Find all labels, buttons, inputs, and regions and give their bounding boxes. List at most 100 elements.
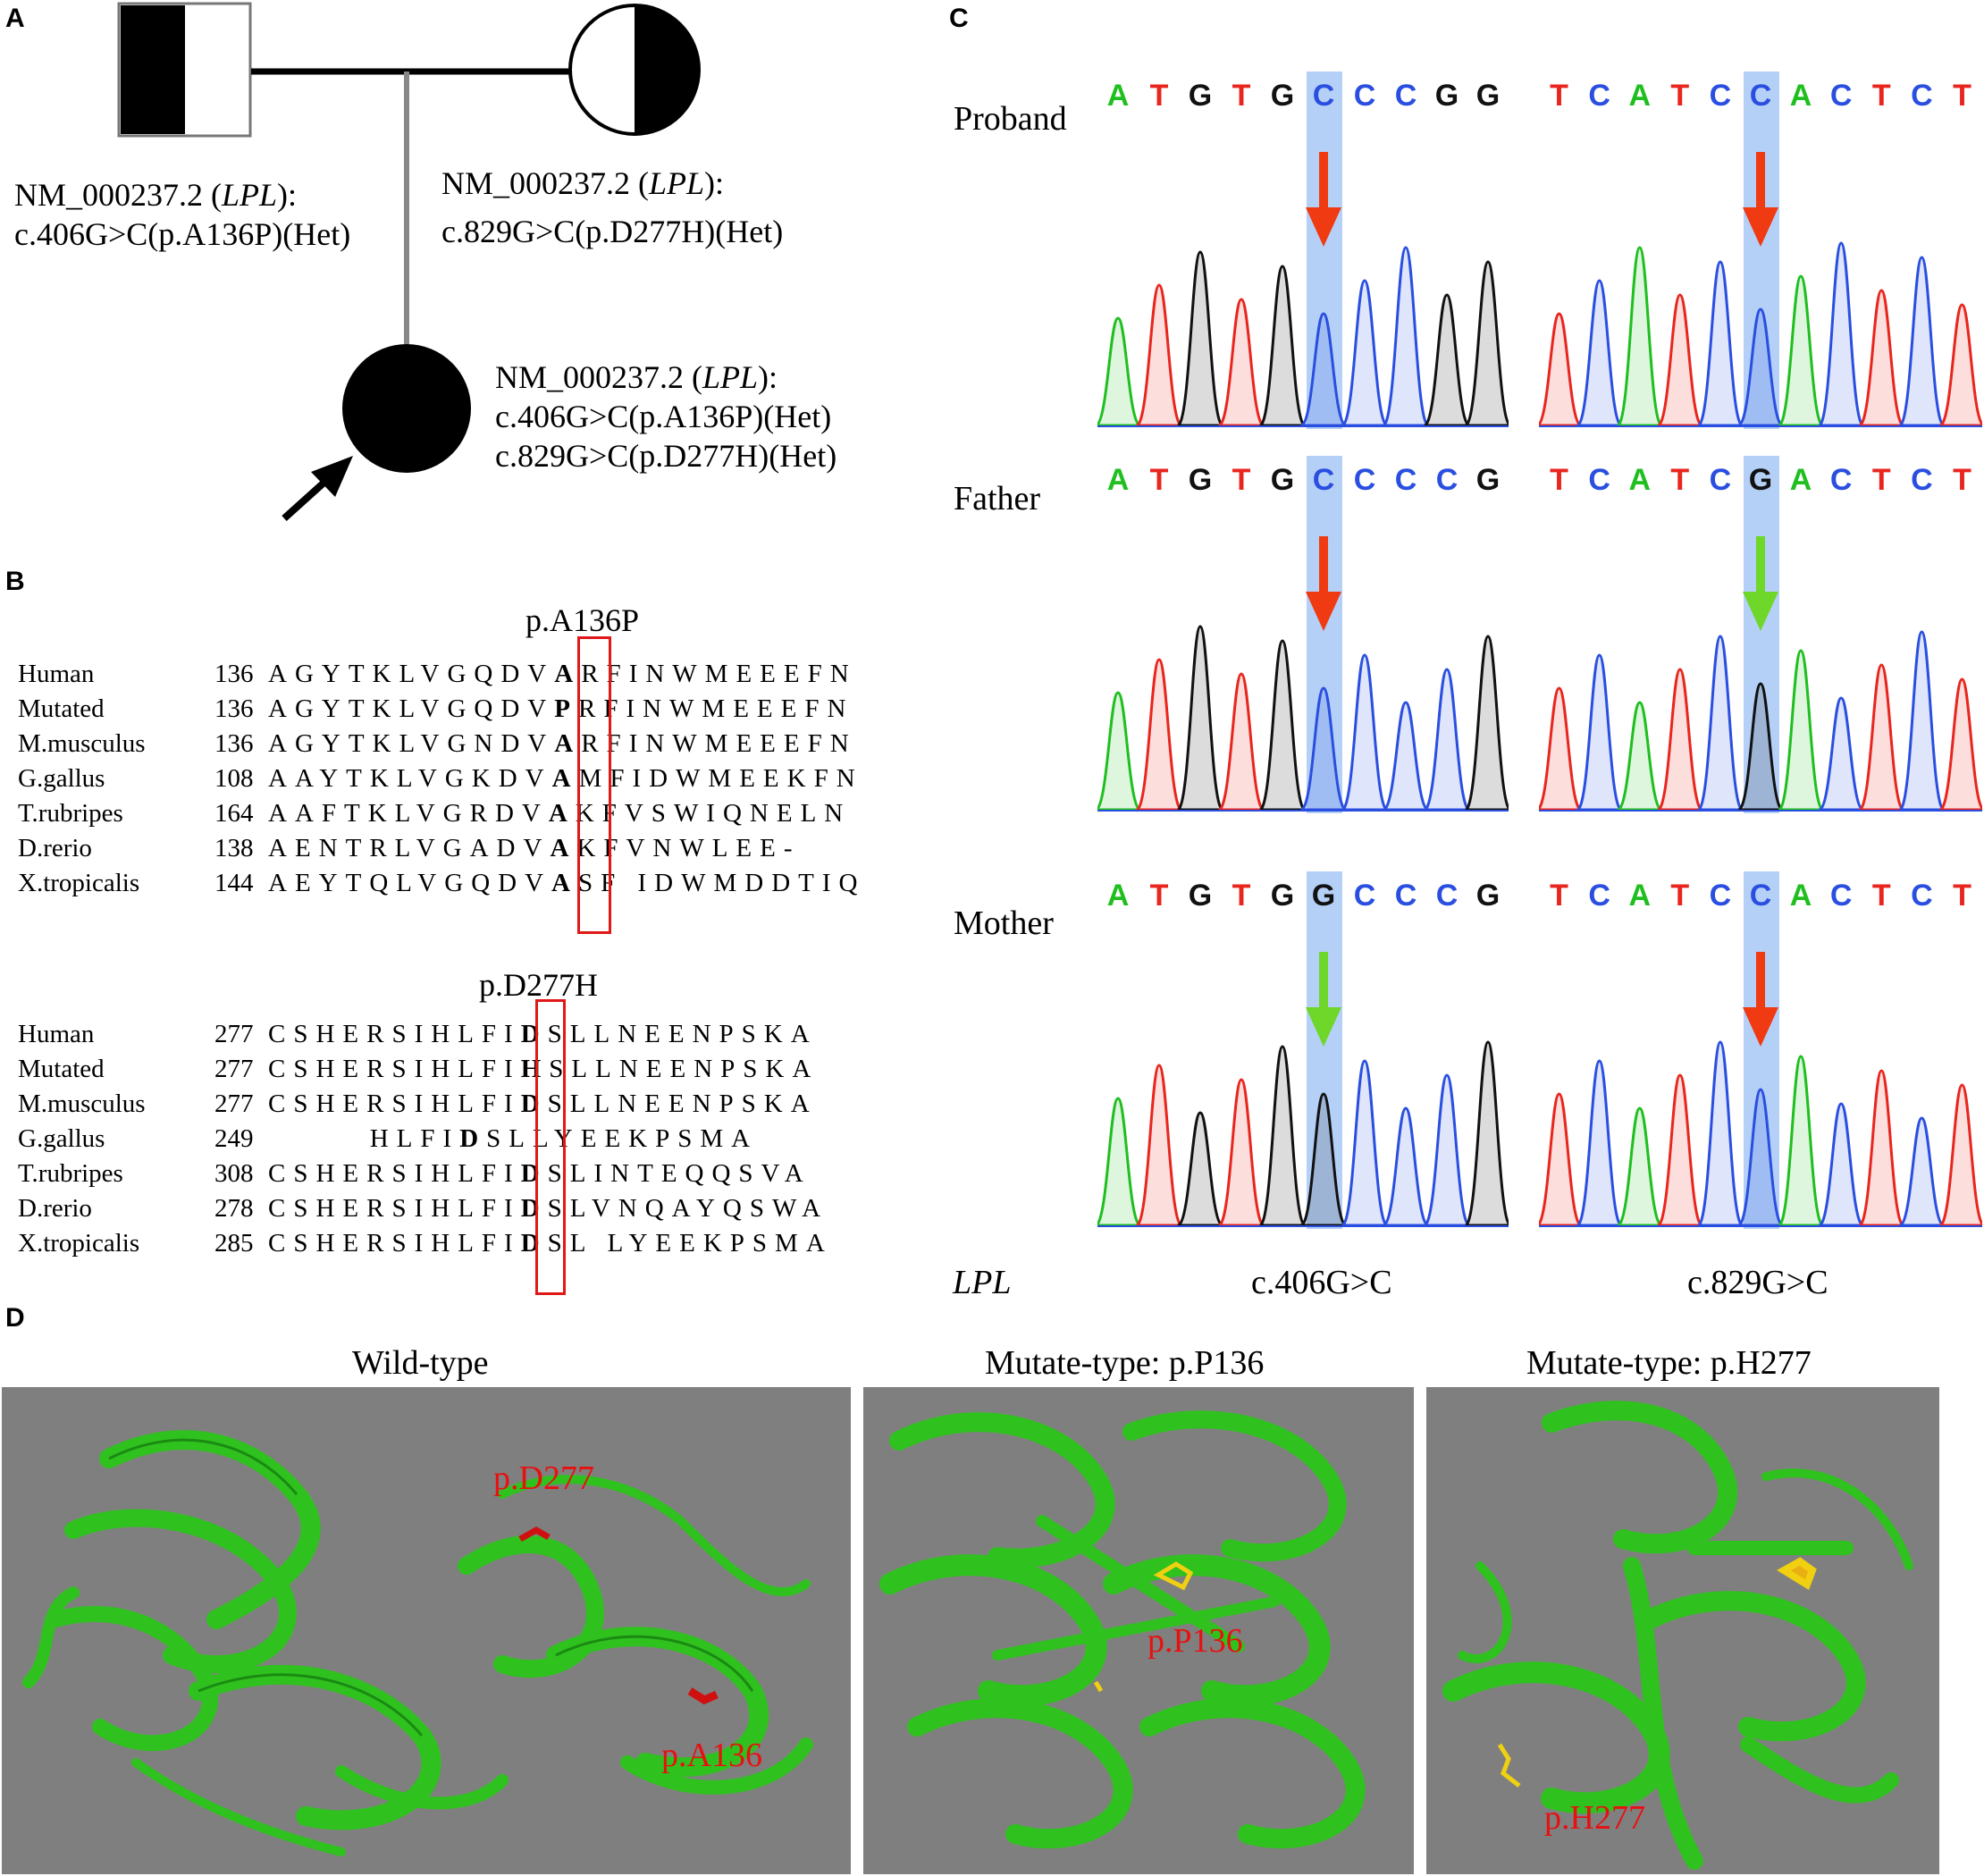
caption-c406: c.406G>C [1251, 1264, 1392, 1301]
base-call: C [1353, 79, 1376, 113]
base-call: C [1353, 879, 1376, 913]
site-residue: D [520, 1159, 548, 1188]
base-call: C [1911, 463, 1933, 497]
label-p-h277: p.H277 [1544, 1799, 1645, 1837]
trace-peak [1464, 260, 1509, 427]
residues-after-site: KFVSWIQNELN [575, 799, 852, 828]
residues-before-site: AENTRLVGADV [268, 834, 551, 862]
trace-peak [1382, 1106, 1430, 1227]
structure-image-p136: p.P136 [863, 1387, 1414, 1874]
trace-peak [1858, 1069, 1905, 1227]
alignment-row: Human 277 CSHERSIHLFI D SLLNEENPSKA [18, 1017, 818, 1052]
ribbon-art-p136 [879, 1410, 1366, 1849]
residues-before-site: AAYTKLVGKDV [268, 764, 552, 793]
gene-label: LPL [953, 1264, 1012, 1301]
base-call: T [1953, 879, 1971, 913]
trace-svg [1097, 625, 1509, 812]
base-call: G [1748, 463, 1773, 497]
alignment-row: M.musculus 277 CSHERSIHLFI D SLLNEENPSKA [18, 1087, 818, 1122]
wildtype-arrow-icon [1743, 536, 1778, 631]
base-call: C [1435, 463, 1459, 497]
alignment-row: X.tropicalis 144 AEYTQLVGQDV A SF IDWMDDTIQ [18, 866, 865, 901]
base-call: T [1953, 463, 1971, 497]
start-position: 308 [214, 1159, 254, 1188]
species-name: Human [18, 660, 95, 688]
site-box-d277 [535, 999, 566, 1295]
site-box-a136 [577, 636, 611, 934]
base-call: T [1149, 79, 1169, 113]
start-position: 136 [214, 694, 254, 723]
trace-peak [1696, 635, 1744, 812]
trace-svg [1539, 630, 1982, 812]
species-name: M.musculus [18, 1089, 146, 1118]
father-genotype: NM_000237.2 (LPL): c.406G>C(p.A136P)(Het… [14, 177, 351, 252]
trace-peak [1135, 1064, 1183, 1227]
base-call: G [1434, 79, 1459, 113]
site-residue: D [459, 1124, 487, 1153]
residues-before-site: CSHERSIHLFI [268, 1089, 521, 1118]
trace-peak [1299, 312, 1348, 427]
row-label-proband: Proband [954, 100, 1067, 138]
trace-peak [1938, 1083, 1982, 1227]
start-position: 285 [214, 1229, 254, 1258]
base-call: C [1749, 879, 1772, 913]
start-position: 108 [214, 764, 254, 793]
ribbon-art-wt [22, 1430, 813, 1856]
alignment-row: M.musculus 136 AGYTKLVGNDV A RFINWMEEEFN [18, 727, 857, 761]
base-call: C [1709, 463, 1732, 497]
father-affected-half [121, 5, 185, 134]
base-call: T [1232, 879, 1251, 913]
trace-peak [1464, 1040, 1509, 1227]
base-call: T [1871, 79, 1891, 113]
residues-after-site: MFIDWMEEKFN [578, 764, 863, 793]
trace-peak [1097, 316, 1142, 427]
species-name: G.gallus [18, 764, 105, 793]
site-residue: D [520, 1089, 548, 1118]
start-position: 144 [214, 869, 254, 897]
mother-genotype: NM_000237.2 (LPL): c.829G>C(p.D277H)(Het… [441, 165, 784, 249]
base-call: T [1871, 463, 1891, 497]
base-call: T [1149, 463, 1169, 497]
species-name: T.rubripes [18, 799, 123, 828]
residues-after-site: SLVNQAYQSWA [547, 1194, 829, 1223]
residues-before-site: CSHERSIHLFI [268, 1159, 521, 1188]
base-call: G [1188, 463, 1213, 497]
wildtype-arrow-icon [1306, 952, 1341, 1047]
alignment-row: Mutated 277 CSHERSIHLFI H SLLNEENPSKA [18, 1052, 819, 1087]
residues-after-site: SLLNEENPSKA [547, 1089, 818, 1118]
residues-after-site: SL LYEEKPSMA [547, 1229, 833, 1258]
species-name: X.tropicalis [18, 1229, 140, 1258]
trace-peak [1539, 1092, 1583, 1227]
alignment-title-2: p.D277H [479, 967, 598, 1003]
base-call: C [1394, 879, 1417, 913]
pedigree-diagram [117, 2, 701, 521]
trace-peak [1696, 260, 1744, 427]
start-position: 136 [214, 660, 254, 688]
trace-svg [1097, 1040, 1509, 1227]
structure-image-h277: p.H277 [1426, 1387, 1939, 1874]
trace-peak [1898, 256, 1946, 427]
trace-peak [1696, 1040, 1744, 1227]
trace-peak [1464, 635, 1509, 812]
residues-after-site: SLLNEENPSKA [547, 1020, 818, 1048]
row-label-father: Father [954, 480, 1041, 517]
base-call: T [1232, 463, 1251, 497]
base-call: A [1628, 79, 1651, 113]
base-call: G [1188, 879, 1213, 913]
base-call: T [1670, 879, 1690, 913]
label-p-d277: p.D277 [493, 1460, 594, 1497]
base-call: T [1550, 879, 1568, 913]
trace-peak [1341, 1059, 1389, 1227]
trace-peak [1423, 1073, 1471, 1227]
base-call: A [1789, 463, 1812, 497]
residues-after-site: RFINWMEEEFN [581, 729, 857, 758]
base-call: C [1829, 79, 1853, 113]
trace-peak [1258, 1045, 1307, 1227]
residues-before-site: AEYTQLVGQDV [268, 869, 552, 897]
alignment-row: Human 136 AGYTKLVGQDV A RFINWMEEEFN [18, 657, 857, 692]
proband-arrow-shaft [282, 475, 332, 521]
base-call: C [1709, 79, 1732, 113]
base-call: C [1394, 463, 1417, 497]
base-call: C [1829, 879, 1853, 913]
trace-peak [1817, 1102, 1865, 1227]
